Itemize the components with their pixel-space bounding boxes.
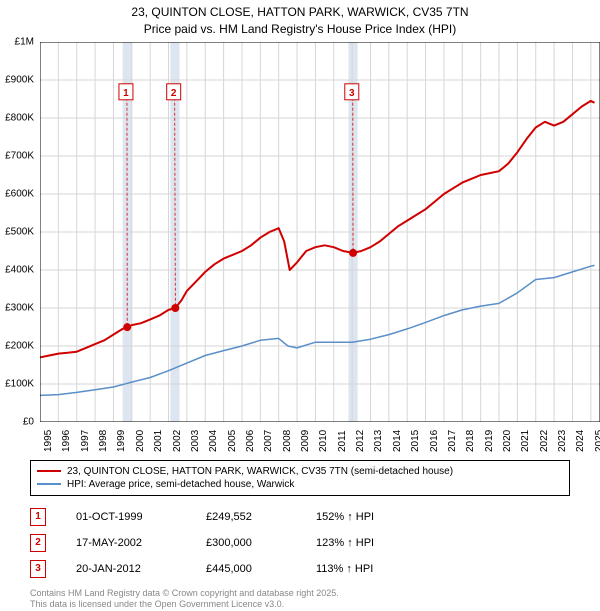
x-tick-label: 2021: [520, 430, 531, 452]
x-tick-label: 2010: [318, 430, 329, 452]
x-tick-label: 2008: [282, 430, 293, 452]
marker-price: £249,552: [206, 511, 286, 523]
marker-price: £445,000: [206, 563, 286, 575]
marker-pct: 113% ↑ HPI: [316, 563, 416, 575]
footer-line-1: Contains HM Land Registry data © Crown c…: [30, 588, 570, 600]
footer-attribution: Contains HM Land Registry data © Crown c…: [30, 588, 570, 611]
legend: 23, QUINTON CLOSE, HATTON PARK, WARWICK,…: [30, 460, 570, 496]
x-tick-label: 2024: [575, 430, 586, 452]
marker-table-row: 2 17-MAY-2002 £300,000 123% ↑ HPI: [30, 530, 570, 556]
legend-label: 23, QUINTON CLOSE, HATTON PARK, WARWICK,…: [67, 466, 453, 477]
marker-table-row: 3 20-JAN-2012 £445,000 113% ↑ HPI: [30, 556, 570, 582]
marker-badge: 1: [30, 508, 46, 526]
svg-text:3: 3: [349, 87, 355, 98]
x-tick-label: 2013: [373, 430, 384, 452]
chart-svg: 1 2 3: [40, 42, 600, 422]
y-tick-label: £100K: [0, 379, 34, 390]
legend-item: 23, QUINTON CLOSE, HATTON PARK, WARWICK,…: [37, 465, 563, 478]
svg-text:2: 2: [171, 87, 177, 98]
legend-swatch: [37, 483, 61, 485]
x-tick-label: 2017: [447, 430, 458, 452]
marker-date: 17-MAY-2002: [76, 537, 176, 549]
y-tick-label: £800K: [0, 113, 34, 124]
x-tick-label: 2019: [484, 430, 495, 452]
x-tick-label: 2015: [410, 430, 421, 452]
y-tick-label: £300K: [0, 303, 34, 314]
chart-plot-area: 1 2 3: [40, 42, 600, 422]
x-tick-label: 2003: [190, 430, 201, 452]
x-tick-label: 2001: [153, 430, 164, 452]
x-tick-label: 1999: [116, 430, 127, 452]
x-tick-label: 2025: [594, 430, 600, 452]
marker-pct: 123% ↑ HPI: [316, 537, 416, 549]
chart-container: 23, QUINTON CLOSE, HATTON PARK, WARWICK,…: [0, 0, 600, 590]
x-tick-label: 2005: [227, 430, 238, 452]
title-line-2: Price paid vs. HM Land Registry's House …: [0, 21, 600, 38]
x-tick-label: 2020: [502, 430, 513, 452]
x-tick-label: 2016: [429, 430, 440, 452]
footer-line-2: This data is licensed under the Open Gov…: [30, 599, 570, 611]
x-tick-label: 2000: [135, 430, 146, 452]
x-tick-label: 2023: [557, 430, 568, 452]
x-tick-label: 1996: [61, 430, 72, 452]
x-tick-label: 2002: [172, 430, 183, 452]
marker-price: £300,000: [206, 537, 286, 549]
x-tick-label: 2014: [392, 430, 403, 452]
x-tick-label: 2004: [208, 430, 219, 452]
marker-table-row: 1 01-OCT-1999 £249,552 152% ↑ HPI: [30, 504, 570, 530]
x-tick-label: 2006: [245, 430, 256, 452]
y-tick-label: £0: [0, 417, 34, 428]
x-tick-label: 2022: [539, 430, 550, 452]
marker-date: 20-JAN-2012: [76, 563, 176, 575]
x-tick-label: 2018: [465, 430, 476, 452]
legend-label: HPI: Average price, semi-detached house,…: [67, 479, 294, 490]
y-tick-label: £400K: [0, 265, 34, 276]
marker-badge: 2: [30, 534, 46, 552]
svg-text:1: 1: [123, 87, 129, 98]
y-tick-label: £600K: [0, 189, 34, 200]
x-tick-label: 1995: [43, 430, 54, 452]
x-tick-label: 2012: [355, 430, 366, 452]
legend-swatch: [37, 470, 61, 472]
marker-table: 1 01-OCT-1999 £249,552 152% ↑ HPI 2 17-MAY-20…: [30, 504, 570, 582]
marker-pct: 152% ↑ HPI: [316, 511, 416, 523]
x-tick-label: 1998: [98, 430, 109, 452]
title-line-1: 23, QUINTON CLOSE, HATTON PARK, WARWICK,…: [0, 4, 600, 21]
x-tick-label: 2007: [263, 430, 274, 452]
y-tick-label: £1M: [0, 37, 34, 48]
y-tick-label: £200K: [0, 341, 34, 352]
x-tick-label: 2009: [300, 430, 311, 452]
y-tick-label: £500K: [0, 227, 34, 238]
x-tick-label: 1997: [80, 430, 91, 452]
y-tick-label: £700K: [0, 151, 34, 162]
legend-item: HPI: Average price, semi-detached house,…: [37, 478, 563, 491]
y-tick-label: £900K: [0, 75, 34, 86]
x-tick-label: 2011: [337, 430, 348, 452]
chart-title: 23, QUINTON CLOSE, HATTON PARK, WARWICK,…: [0, 0, 600, 42]
marker-date: 01-OCT-1999: [76, 511, 176, 523]
marker-badge: 3: [30, 560, 46, 578]
